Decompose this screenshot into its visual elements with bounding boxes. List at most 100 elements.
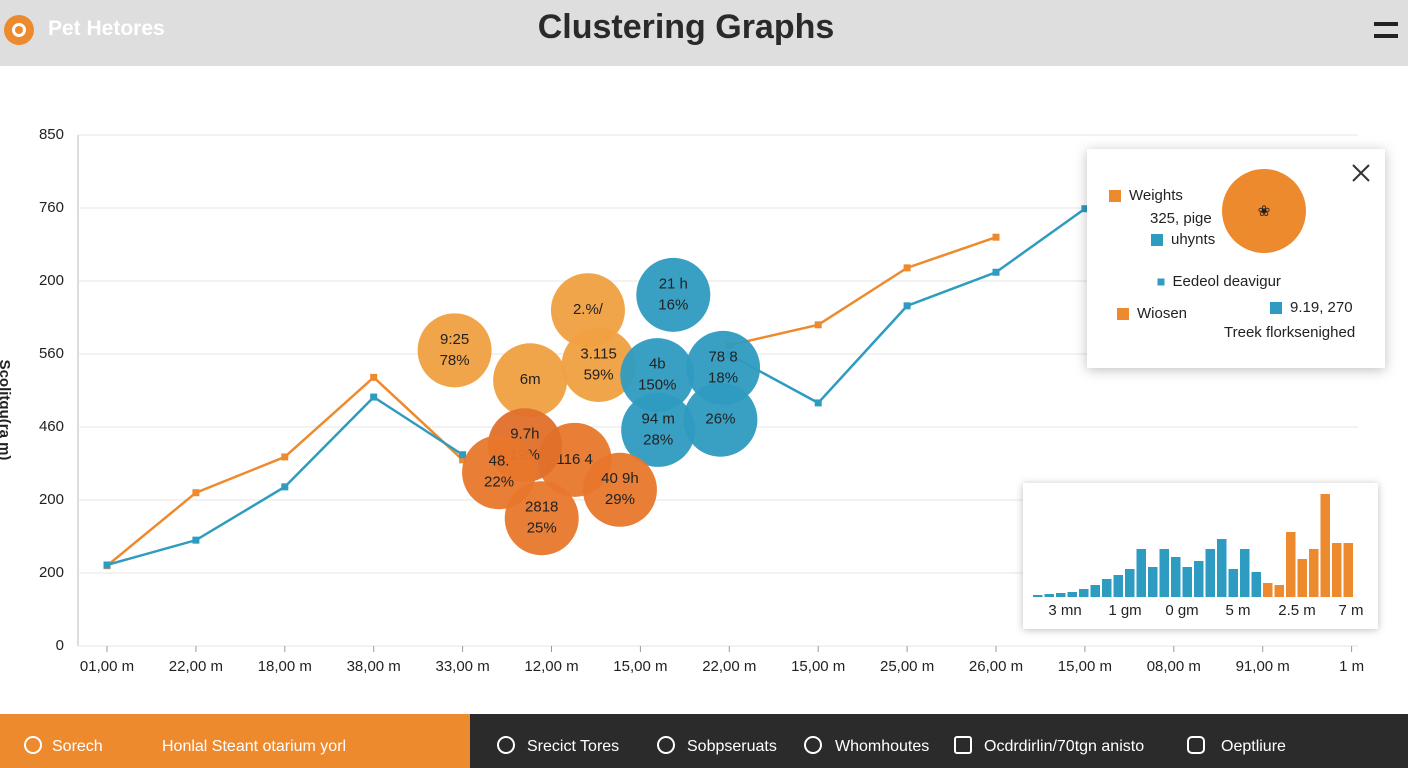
link-icon (657, 736, 675, 754)
bubble-label: 59% (584, 366, 614, 383)
header: Pet Hetores Clustering Graphs (0, 0, 1408, 66)
bubble-label: 4b (649, 356, 666, 373)
legend-swatch (1151, 234, 1163, 246)
inset-bar (1102, 579, 1112, 597)
inset-bar (1309, 549, 1319, 597)
line-point (459, 456, 467, 464)
bubble-label: 29% (605, 491, 635, 508)
footer-link[interactable]: Srecict Tores (527, 738, 620, 755)
inset-bar (1079, 589, 1089, 597)
search-label[interactable]: Sorech (52, 738, 103, 755)
page-title: Clustering Graphs (537, 8, 835, 46)
y-tick-label: 760 (39, 199, 64, 216)
inset-bar (1297, 559, 1307, 597)
bubble-label: 40 9h (601, 470, 639, 487)
bubble-label: 16% (658, 296, 688, 313)
x-tick-label: 1 m (1339, 658, 1364, 675)
brand[interactable]: Pet Hetores (48, 17, 165, 40)
bubble (686, 330, 761, 405)
bubble-label: 48. (489, 453, 510, 470)
line-point (992, 233, 1000, 241)
x-tick-label: 91,00 m (1236, 658, 1290, 675)
paw-badge (1222, 169, 1306, 253)
line-point (370, 393, 378, 401)
line-point (281, 483, 289, 491)
line-point (814, 321, 822, 329)
inset-bar (1171, 557, 1181, 597)
line-point (459, 451, 467, 459)
line-point (103, 561, 111, 569)
line-point (192, 536, 200, 544)
footer-link[interactable]: Ocdrdirlin/70tgn anisto (984, 738, 1145, 755)
logo (4, 15, 34, 45)
inset-label: 2.5 m (1278, 602, 1316, 619)
footer-link[interactable]: Whomhoutes (835, 738, 930, 755)
x-tick-label: 25,00 m (880, 658, 934, 675)
close-button[interactable] (1352, 164, 1370, 182)
line-point (903, 264, 911, 272)
y-tick-label: 200 (39, 491, 64, 508)
bubble (636, 257, 711, 332)
inset-bar (1205, 549, 1215, 597)
search-icon (24, 736, 42, 754)
x-tick-label: 26,00 m (969, 658, 1023, 675)
bubble-label: 78 8 (708, 348, 737, 365)
menu-button[interactable] (1374, 22, 1398, 38)
inset-bar (1136, 549, 1146, 597)
line-point (370, 373, 378, 381)
inset-bar (1343, 543, 1353, 597)
bubble-label: 28% (643, 431, 673, 448)
bubble-label: 22% (484, 474, 514, 491)
x-tick-label: 18,00 m (258, 658, 312, 675)
bubble-label: 3.115 (580, 345, 616, 362)
bubble-label: 78% (440, 352, 470, 369)
y-tick-label: 850 (39, 126, 64, 143)
inset-bar (1228, 569, 1238, 597)
footer-link[interactable]: Oeptliure (1221, 738, 1286, 755)
bubble-label: 94 m (642, 410, 675, 427)
legend-label: Wiosen (1137, 305, 1187, 322)
bubble-label: 150% (638, 377, 676, 394)
bubble-label: 26% (705, 411, 735, 428)
inset-bar (1148, 567, 1158, 597)
y-tick-label: 200 (39, 272, 64, 289)
legend-label: 325, pige (1150, 210, 1212, 227)
bubble (504, 481, 579, 556)
bubble-label: 18% (708, 369, 738, 386)
legend-swatch (1157, 278, 1165, 286)
inset-bar (1044, 594, 1054, 597)
bubble (620, 338, 695, 413)
inset-bar (1056, 593, 1066, 597)
inset-bar (1217, 539, 1227, 597)
bubble (582, 452, 657, 527)
inset-label: 1 gm (1108, 602, 1141, 619)
link-icon (1187, 736, 1205, 754)
line-point (903, 302, 911, 310)
popup-note: Treek florksenighed (1224, 324, 1355, 341)
link-icon (804, 736, 822, 754)
inset-bar (1240, 549, 1250, 597)
line-point (281, 453, 289, 461)
y-tick-label: 0 (56, 637, 64, 654)
inset-bar (1159, 549, 1169, 597)
bubble-label: 25% (527, 520, 557, 537)
x-tick-label: 01,00 m (80, 658, 134, 675)
footer-link[interactable]: Sobpseruats (687, 738, 777, 755)
inset-bar (1251, 572, 1261, 597)
line-point (192, 489, 200, 497)
inset-bar (1286, 532, 1296, 597)
bubble-label: 6m (520, 371, 541, 388)
legend-label: 9.19, 270 (1290, 299, 1353, 316)
inset-bar (1263, 583, 1273, 597)
y-tick-label: 200 (39, 564, 64, 581)
inset-bar (1033, 595, 1043, 597)
bubble (493, 343, 568, 418)
x-tick-label: 33,00 m (435, 658, 489, 675)
bubble-label: 2.%/ (573, 301, 604, 318)
legend-label: Eedeol deavigur (1173, 273, 1281, 290)
y-axis-label: Scolitqu(ra m) (0, 360, 13, 461)
x-tick-label: 08,00 m (1147, 658, 1201, 675)
bubble-label: 9:25 (440, 331, 469, 348)
footer-search: Sorech Honlal Steant otarium yorl (0, 714, 470, 768)
